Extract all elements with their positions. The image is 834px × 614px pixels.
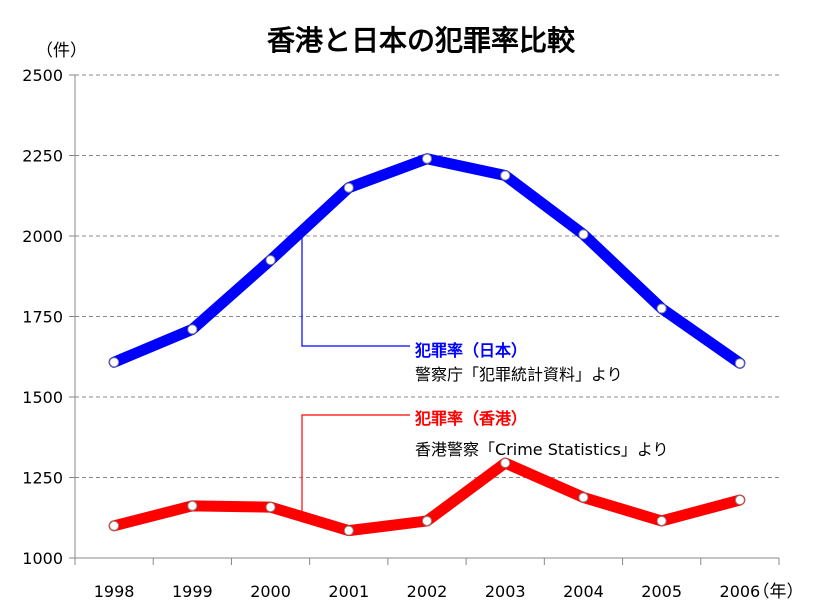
- data-point-japan: [422, 153, 432, 164]
- source-label-hongkong: 香港警察「Crime Statistics」より: [415, 440, 669, 459]
- y-tick-label: 2500: [22, 66, 63, 85]
- data-point-japan: [578, 229, 589, 240]
- callout-line-japan: [301, 233, 410, 347]
- x-tick-labels: 1998 1999 2000 2001 2002 2003 2004 2005 2006: [94, 582, 760, 601]
- data-point-hongkong: [109, 520, 120, 531]
- y-tick-label: 1250: [22, 469, 63, 488]
- x-tick-label: 2004: [563, 582, 604, 601]
- data-point-japan: [343, 182, 354, 193]
- series-points: [109, 153, 745, 536]
- callout-lines: [301, 233, 410, 513]
- series-line-japan: [108, 153, 746, 369]
- data-point-hongkong: [265, 502, 276, 513]
- chart-title: 香港と日本の犯罪率比較: [267, 24, 576, 56]
- x-tick-label: 2001: [328, 582, 369, 601]
- data-point-japan: [265, 255, 276, 266]
- x-axis: [74, 75, 780, 565]
- x-tick-label: 2002: [407, 582, 448, 601]
- data-point-hongkong: [578, 492, 589, 503]
- data-point-hongkong: [343, 525, 354, 536]
- x-tick-label: 2006: [720, 582, 761, 601]
- y-tick-label: 1500: [22, 388, 63, 407]
- data-point-japan: [500, 170, 511, 181]
- x-tick-label: 1999: [172, 582, 213, 601]
- x-tick-label: 2005: [641, 582, 682, 601]
- callout-line-hongkong: [301, 414, 410, 513]
- data-point-hongkong: [187, 500, 198, 511]
- data-point-japan: [656, 303, 667, 314]
- x-unit-label: （年）: [753, 582, 804, 602]
- series-label-hongkong: 犯罪率（香港）: [414, 409, 527, 428]
- data-point-japan: [109, 357, 120, 368]
- data-point-japan: [187, 324, 198, 335]
- y-tick-label: 2000: [22, 227, 63, 246]
- y-unit-label: （件）: [36, 41, 87, 61]
- data-point-hongkong: [422, 515, 432, 526]
- x-tick-label: 2000: [250, 582, 291, 601]
- y-tick-labels: 2500 2250 2000 1750 1500 1250 1000: [22, 66, 63, 568]
- data-point-hongkong: [500, 458, 511, 469]
- data-point-japan: [734, 358, 745, 369]
- source-label-japan: 警察庁「犯罪統計資料」より: [415, 365, 623, 384]
- data-point-hongkong: [734, 495, 745, 506]
- y-tick-label: 1000: [22, 549, 63, 568]
- data-point-hongkong: [656, 515, 667, 526]
- x-tick-label: 2003: [485, 582, 526, 601]
- y-tick-label: 1750: [22, 308, 63, 327]
- x-tick-label: 1998: [94, 582, 135, 601]
- y-tick-label: 2250: [22, 147, 63, 166]
- series-label-japan: 犯罪率（日本）: [414, 341, 527, 360]
